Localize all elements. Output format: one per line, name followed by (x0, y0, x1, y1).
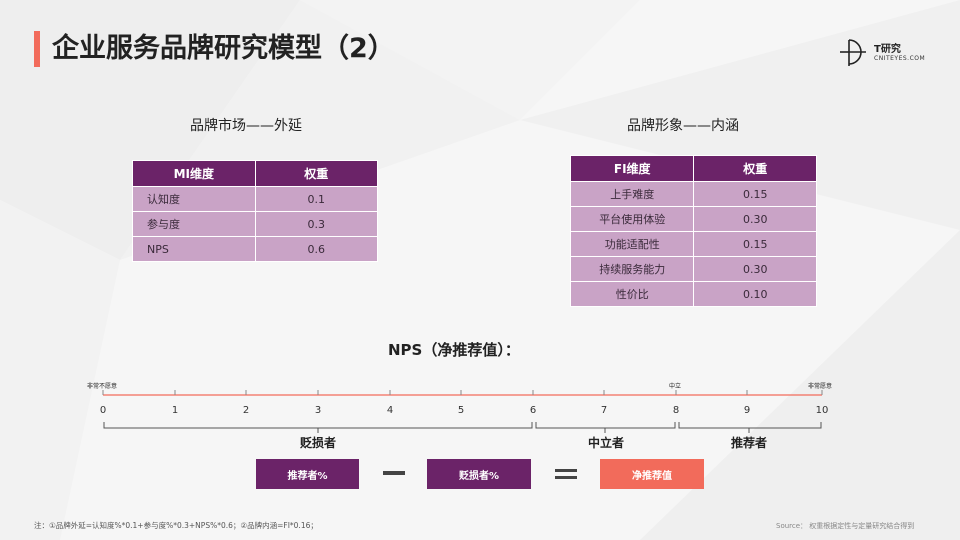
t-research-logo-icon (840, 39, 866, 66)
formula-detractors-box: 贬损者% (427, 459, 531, 489)
table-row: 认知度 0.1 (132, 186, 379, 212)
minus-sign (383, 471, 405, 475)
dimension-cell: 参与度 (132, 211, 256, 237)
weight-cell: 0.10 (693, 281, 817, 307)
market-section-title: 品牌市场——外延 (190, 118, 302, 134)
page-title: 企业服务品牌研究模型（2） (52, 33, 395, 64)
table-row: 性价比 0.10 (569, 281, 817, 307)
nps-title: NPS（净推荐值）： (388, 341, 520, 359)
equals-sign-top (555, 469, 577, 472)
scale-tick-label: 8 (672, 405, 680, 416)
table-header-row: FI维度 权重 (569, 155, 817, 182)
source-note: Source： 权重根据定性与定量研究结合得到 (776, 522, 915, 530)
dimension-cell: 性价比 (569, 281, 695, 307)
table-row: 参与度 0.3 (132, 211, 379, 237)
title-accent-bar (34, 31, 40, 67)
weight-cell: 0.3 (254, 211, 379, 237)
logo-name: T研究 (874, 44, 901, 55)
scale-tick-label: 4 (386, 405, 394, 416)
scale-tick-label: 7 (600, 405, 608, 416)
table-header-row: MI维度 权重 (132, 160, 379, 187)
dimension-cell: 认知度 (132, 186, 256, 212)
table-row: 平台使用体验 0.30 (569, 206, 817, 232)
scale-tick-label: 2 (242, 405, 250, 416)
table-row: 持续服务能力 0.30 (569, 256, 817, 282)
dimension-cell: 功能适配性 (569, 231, 695, 257)
group-label-promoters: 推荐者 (731, 436, 768, 450)
table-header-dimension: FI维度 (569, 155, 695, 182)
footnote: 注：①品牌外延=认知度%*0.1+参与度%*0.3+NPS%*0.6；②品牌内涵… (34, 521, 318, 530)
table-row: NPS 0.6 (132, 236, 379, 262)
equals-sign-bottom (555, 476, 577, 479)
scale-label-middle: 中立 (669, 383, 682, 390)
logo: T研究 CNITEYES.COM (838, 36, 938, 70)
table-row: 功能适配性 0.15 (569, 231, 817, 257)
fi-weight-table: FI维度 权重 上手难度 0.15 平台使用体验 0.30 功能适配性 0.15… (569, 155, 817, 307)
image-section-title: 品牌形象——内涵 (627, 118, 739, 134)
scale-tick-label: 6 (529, 405, 537, 416)
scale-tick-label: 9 (743, 405, 751, 416)
table-header-weight: 权重 (254, 160, 379, 187)
group-label-passives: 中立者 (588, 436, 625, 450)
dimension-cell: 持续服务能力 (569, 256, 695, 282)
scale-tick-label: 1 (171, 405, 179, 416)
weight-cell: 0.1 (254, 186, 379, 212)
formula-result-box: 净推荐值 (600, 459, 704, 489)
scale-tick-label: 5 (457, 405, 465, 416)
scale-label-right: 非常愿意 (808, 383, 833, 390)
scale-tick-label: 0 (99, 405, 107, 416)
scale-label-left: 非常不愿意 (87, 383, 118, 390)
table-header-weight: 权重 (693, 155, 817, 182)
table-header-dimension: MI维度 (132, 160, 256, 187)
group-label-detractors: 贬损者 (300, 436, 337, 450)
dimension-cell: NPS (132, 236, 256, 262)
dimension-cell: 上手难度 (569, 181, 695, 207)
formula-promoters-box: 推荐者% (256, 459, 359, 489)
scale-tick-label: 10 (815, 405, 829, 416)
logo-url: CNITEYES.COM (874, 55, 926, 62)
mi-weight-table: MI维度 权重 认知度 0.1 参与度 0.3 NPS 0.6 (132, 160, 379, 262)
scale-tick-label: 3 (314, 405, 322, 416)
dimension-cell: 平台使用体验 (569, 206, 695, 232)
weight-cell: 0.30 (693, 256, 817, 282)
weight-cell: 0.6 (254, 236, 379, 262)
table-row: 上手难度 0.15 (569, 181, 817, 207)
weight-cell: 0.30 (693, 206, 817, 232)
weight-cell: 0.15 (693, 181, 817, 207)
weight-cell: 0.15 (693, 231, 817, 257)
